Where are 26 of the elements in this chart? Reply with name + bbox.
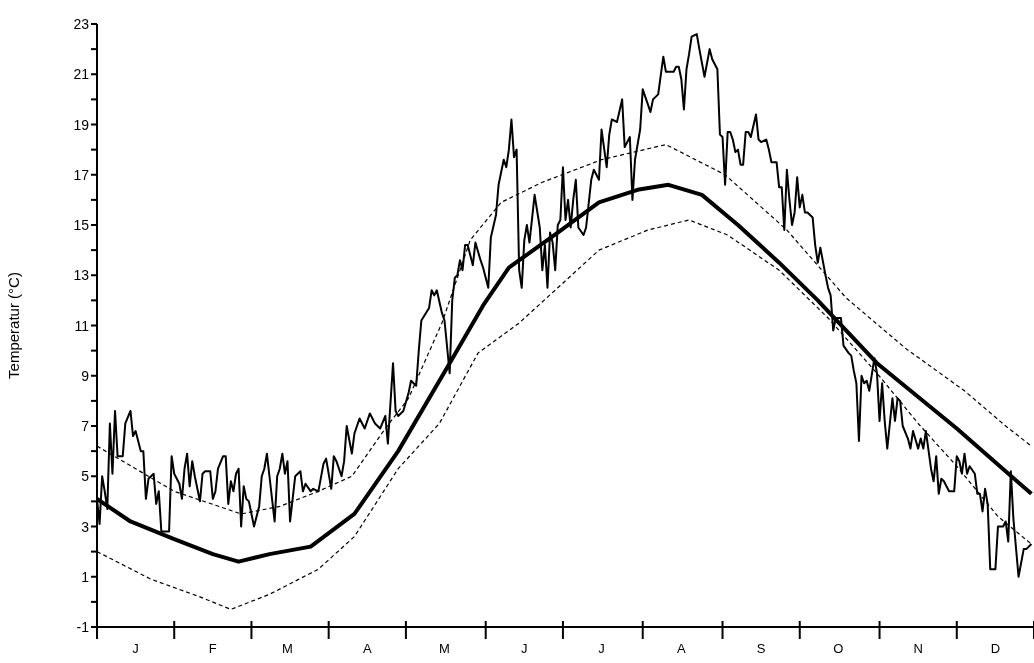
x-tick-label: N [913, 641, 923, 656]
x-tick-label: A [677, 641, 686, 656]
x-tick-label: F [208, 641, 217, 656]
y-tick-label: 15 [73, 217, 90, 233]
x-tick-label: O [833, 641, 844, 656]
y-tick-label: 1 [81, 568, 90, 585]
y-tick-label: 19 [73, 116, 90, 133]
x-tick-label: J [521, 641, 528, 656]
x-tick-label: J [598, 641, 605, 656]
y-tick-label: -1 [76, 619, 90, 635]
y-tick-label: 17 [73, 166, 90, 183]
y-tick-label: 3 [81, 518, 90, 535]
x-tick-label: S [756, 641, 766, 656]
y-tick-label: 7 [81, 418, 90, 434]
x-tick-label: D [990, 641, 1001, 656]
y-tick-label: 9 [81, 367, 90, 384]
y-tick-label: 21 [73, 66, 90, 83]
x-tick-label: J [132, 641, 139, 656]
x-tick-label: A [362, 641, 372, 656]
y-tick-label: 23 [73, 16, 90, 32]
y-tick-label: 11 [74, 317, 90, 334]
y-tick-label: 13 [73, 267, 90, 284]
y-tick-label: 5 [81, 468, 90, 485]
y-axis-title: Temperatur (°C) [5, 272, 23, 379]
x-tick-label: M [282, 641, 293, 656]
x-tick-label: M [439, 641, 450, 656]
